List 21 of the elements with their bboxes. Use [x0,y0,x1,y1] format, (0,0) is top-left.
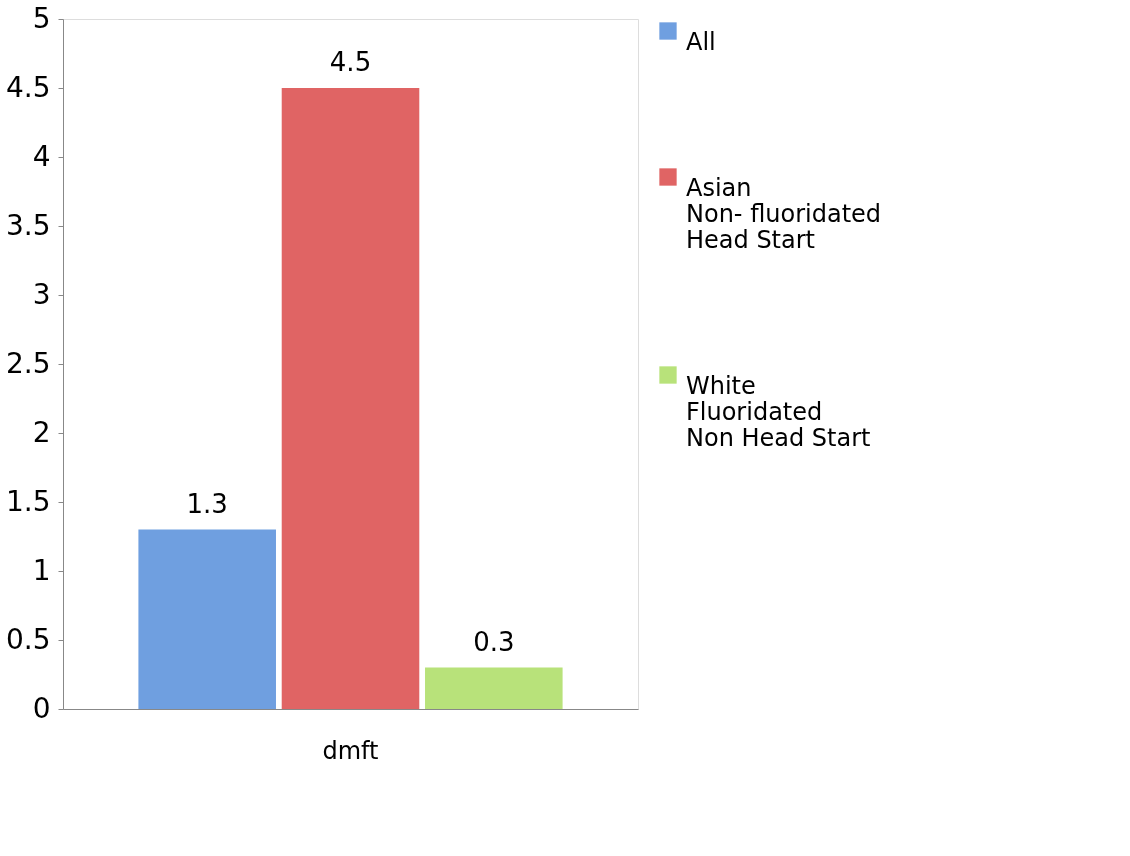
legend-label: Asian Non- fluoridated Head Start [686,174,882,254]
legend-label: White Fluoridated Non Head Start [686,372,871,452]
bar [281,88,420,709]
data-label: 1.3 [186,488,228,519]
y-tick-label: 0 [32,691,51,725]
x-tick-label: dmft [322,736,379,765]
bar [425,667,563,709]
data-label: 4.5 [329,47,372,77]
y-tick-label: 4.5 [5,70,51,104]
y-tick-label: 5 [32,1,51,35]
y-tick-label: 1 [32,553,51,587]
y-tick-label: 0.5 [5,622,51,656]
y-tick-label: 3.5 [5,208,51,242]
y-tick-label: 3 [32,277,51,311]
y-tick-label: 4 [32,139,51,173]
legend-label: All [686,28,716,56]
y-tick-label: 1.5 [5,484,51,518]
y-tick-label: 2.5 [5,346,51,380]
data-label: 0.3 [473,626,515,657]
bar [138,529,276,709]
y-tick-label: 2 [32,415,51,449]
